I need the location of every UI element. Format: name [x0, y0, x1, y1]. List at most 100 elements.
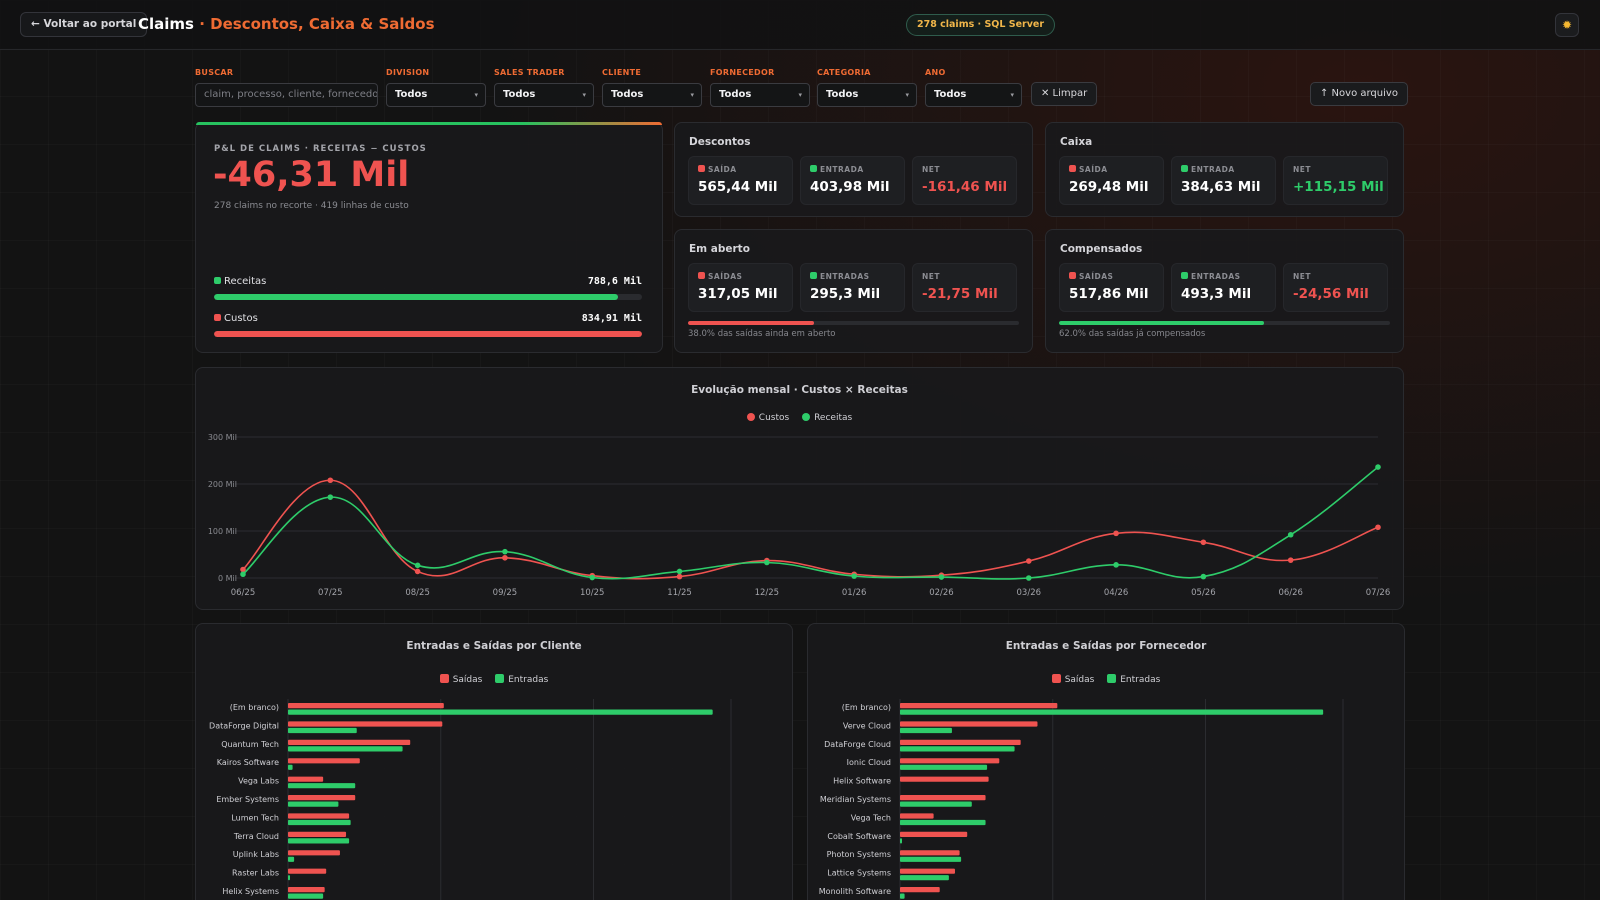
ano-select[interactable]: Todos ▾: [925, 83, 1022, 107]
cliente-bar-chart: (Em branco) DataForge Digital Quantum Tech…: [209, 699, 732, 900]
monthly-chart-legend: Custos Receitas: [196, 413, 1403, 423]
bar-saidas: [900, 721, 1038, 727]
descontos-saida-tile: SAÍDA 565,44 Mil: [688, 156, 793, 205]
legend-entradas[interactable]: Entradas: [495, 674, 548, 685]
category-label: DataForge Cloud: [824, 740, 891, 749]
descontos-entrada-tile: ENTRADA 403,98 Mil: [800, 156, 905, 205]
chevron-down-icon: ▾: [690, 91, 694, 99]
em-aberto-saida-value: 317,05 Mil: [698, 286, 778, 302]
search-input[interactable]: claim, processo, cliente, fornecedor: [195, 83, 378, 107]
series-line-custos: [242, 479, 1379, 580]
fornecedor-select[interactable]: Todos ▾: [710, 83, 810, 107]
category-label: Helix Software: [833, 777, 891, 786]
bar-entradas: [288, 875, 290, 881]
em-aberto-entrada-label-text: ENTRADAS: [820, 272, 870, 281]
bar-saidas: [900, 850, 960, 856]
legend-saidas[interactable]: Saídas: [439, 674, 482, 685]
green-dot-icon: [1181, 165, 1188, 172]
x-tick-label: 09/25: [493, 588, 518, 598]
compensados-saida-label: SAÍDAS: [1069, 272, 1113, 281]
compensados-progress-track: [1059, 321, 1390, 325]
new-file-button[interactable]: ↑ Novo arquivo: [1310, 82, 1408, 106]
division-select-value: Todos: [395, 89, 428, 100]
bar-entradas: [900, 819, 986, 826]
legend-receitas-label: Receitas: [814, 413, 853, 423]
descontos-saida-value: 565,44 Mil: [698, 179, 778, 195]
theme-toggle-button[interactable]: ✹: [1555, 13, 1579, 37]
red-dot-icon: [214, 314, 221, 321]
category-label: Helix Systems: [222, 887, 279, 896]
fornecedor-chart-title: Entradas e Saídas por Fornecedor: [1005, 640, 1207, 652]
category-label: Verve Cloud: [843, 721, 891, 730]
bar-saidas: [288, 831, 347, 837]
x-tick-label: 06/26: [1278, 588, 1303, 598]
compensados-net-value: -24,56 Mil: [1293, 286, 1369, 302]
caixa-saida-label-text: SAÍDA: [1079, 165, 1108, 174]
top-bar: ← Voltar ao portal Claims · Descontos, C…: [0, 0, 1600, 50]
x-tick-label: 04/26: [1104, 588, 1129, 598]
em-aberto-title: Em aberto: [689, 243, 750, 255]
x-tick-label: 06/25: [231, 588, 256, 598]
descontos-card: Descontos SAÍDA 565,44 Mil ENTRADA 403,98 …: [674, 122, 1033, 217]
sales-trader-select[interactable]: Todos ▾: [494, 83, 594, 107]
legend-custos[interactable]: Custos: [746, 413, 790, 423]
bar-entradas: [288, 801, 339, 807]
data-point-receitas: [1287, 531, 1294, 538]
bar-entradas: [288, 838, 350, 844]
clear-filters-button[interactable]: ✕ Limpar: [1031, 82, 1098, 106]
custos-value: 834,91 Mil: [581, 313, 642, 324]
bar-saidas: [288, 887, 325, 893]
y-tick-label: 200 Mil: [208, 480, 237, 489]
back-to-portal-button[interactable]: ← Voltar ao portal: [20, 12, 148, 37]
bar-entradas: [900, 856, 962, 862]
category-label: Terra Cloud: [233, 832, 279, 841]
monthly-chart-title: Evolução mensal · Custos × Receitas: [691, 384, 908, 396]
filter-division: DIVISION Todos ▾: [386, 68, 486, 107]
legend-entradas[interactable]: Entradas: [1107, 674, 1160, 685]
compensados-entrada-label: ENTRADAS: [1181, 272, 1241, 281]
bar-saidas: [288, 868, 327, 874]
data-point-custos: [414, 568, 421, 575]
x-tick-label: 11/25: [667, 588, 692, 598]
category-label: Uplink Labs: [233, 850, 279, 859]
status-badge: 278 claims · SQL Server: [906, 14, 1056, 36]
legend-receitas[interactable]: Receitas: [802, 413, 852, 423]
x-tick-label: 07/25: [318, 588, 343, 598]
legend-custos-label: Custos: [758, 413, 790, 423]
data-point-receitas: [502, 548, 508, 555]
monthly-line-chart: 0 Mil 100 Mil 200 Mil 300 Mil 06/25 07/25 08/2…: [208, 433, 1390, 598]
caixa-saida-label: SAÍDA: [1069, 165, 1108, 174]
x-tick-label: 08/25: [405, 588, 430, 598]
bar-entradas: [900, 727, 952, 734]
pl-card-accent: [196, 122, 662, 125]
fornecedor-chart-legend: Saídas Entradas: [808, 674, 1404, 685]
filter-cliente: CLIENTE Todos ▾: [602, 68, 702, 107]
em-aberto-card: Em aberto SAÍDAS 317,05 Mil ENTRADAS 295,3…: [674, 229, 1033, 353]
green-dot-icon: [1181, 272, 1188, 279]
cliente-chart-title: Entradas e Saídas por Cliente: [406, 640, 582, 652]
bar-entradas: [900, 801, 972, 807]
chevron-down-icon: ▾: [582, 91, 586, 99]
cliente-select[interactable]: Todos ▾: [602, 83, 702, 107]
filter-categoria: CATEGORIA Todos ▾: [817, 68, 917, 107]
chevron-down-icon: ▾: [798, 91, 802, 99]
sun-icon: ✹: [1561, 18, 1573, 32]
x-tick-label: 01/26: [842, 588, 867, 598]
compensados-title: Compensados: [1060, 243, 1143, 255]
bar-entradas: [900, 709, 1324, 715]
legend-saidas[interactable]: Saídas: [1051, 674, 1094, 685]
cliente-bar-card: Entradas e Saídas por Cliente Saídas Ent…: [195, 623, 793, 900]
bar-saidas: [900, 831, 968, 837]
data-point-receitas: [851, 573, 857, 579]
compensados-card: Compensados SAÍDAS 517,86 Mil ENTRADAS 493…: [1045, 229, 1404, 353]
bar-saidas: [288, 703, 444, 709]
y-tick-label: 100 Mil: [208, 527, 237, 536]
category-label: Monolith Software: [819, 887, 891, 896]
compensados-note: 62.0% das saídas já compensados: [1059, 329, 1206, 339]
bar-entradas: [900, 764, 988, 770]
monthly-evolution-card: Evolução mensal · Custos × Receitas Cust…: [195, 367, 1404, 610]
division-select[interactable]: Todos ▾: [386, 83, 486, 107]
x-tick-label: 12/25: [755, 588, 780, 598]
categoria-select[interactable]: Todos ▾: [817, 83, 917, 107]
caixa-entrada-value: 384,63 Mil: [1181, 179, 1261, 195]
